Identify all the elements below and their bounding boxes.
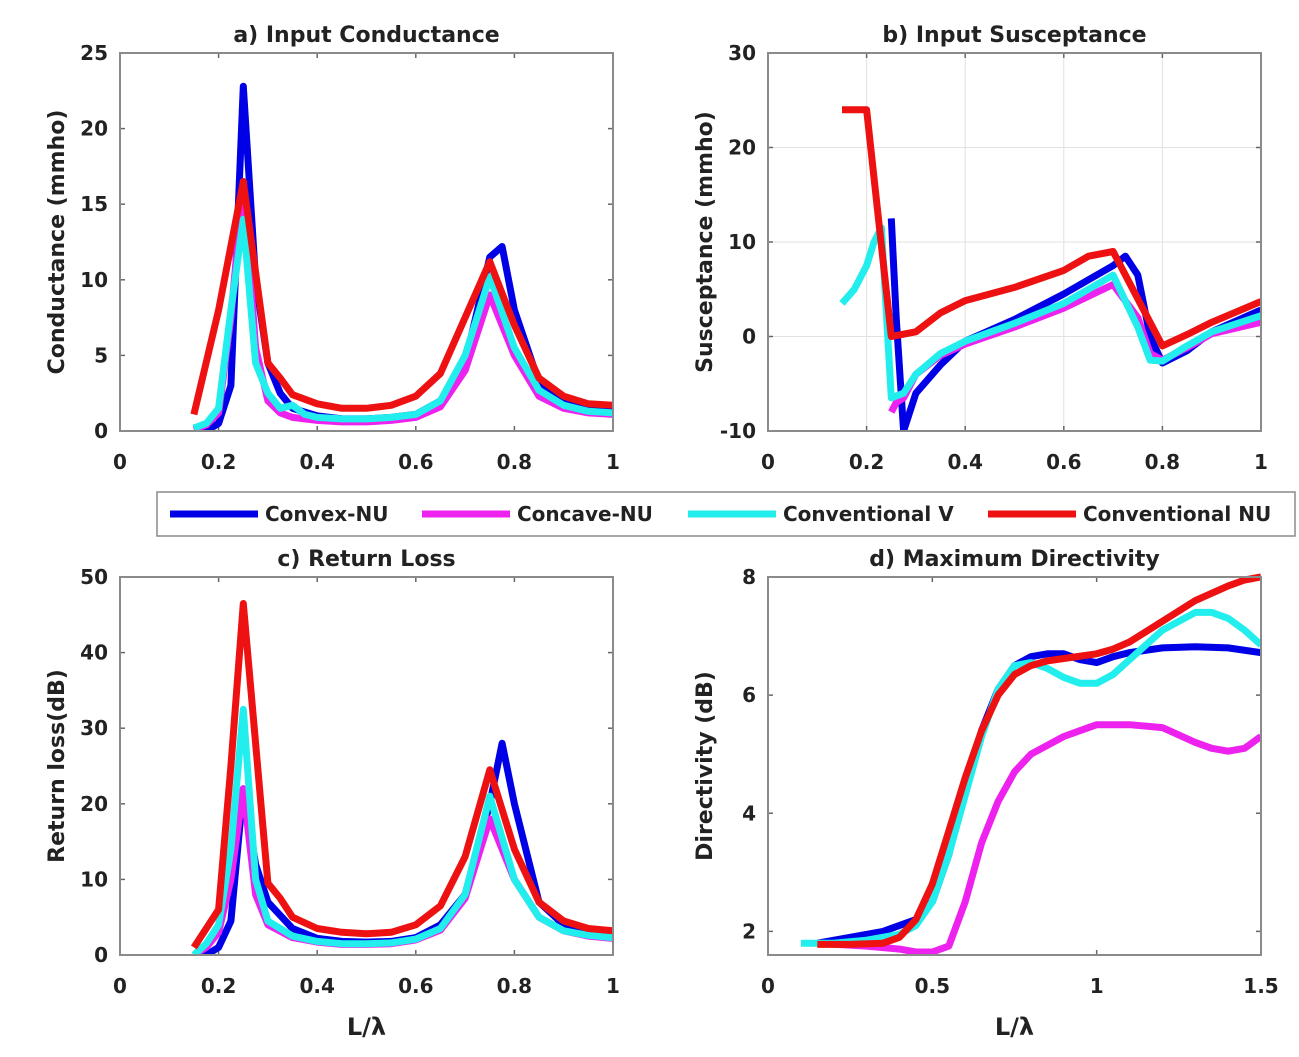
x-tick-label: 0.5 xyxy=(915,974,950,998)
chart-title: d) Maximum Directivity xyxy=(869,547,1160,572)
legend-item: Concave-NU xyxy=(422,502,653,526)
y-tick-label: 40 xyxy=(80,641,108,665)
series-line-conventional-nu xyxy=(190,178,613,416)
x-tick-label: 0.4 xyxy=(299,974,334,998)
chart-title: b) Input Susceptance xyxy=(882,23,1146,48)
series-line-conventional-nu xyxy=(190,600,613,950)
x-tick-label: 0 xyxy=(113,450,127,474)
x-tick-label: 1 xyxy=(1090,974,1104,998)
series-group xyxy=(190,82,613,431)
y-axis-label: Susceptance (mmho) xyxy=(693,111,718,373)
chart-title: a) Input Conductance xyxy=(233,23,499,48)
y-tick-label: 50 xyxy=(80,565,108,589)
plot-frame xyxy=(119,52,614,432)
x-tick-label: 0.2 xyxy=(201,974,236,998)
plot-frame xyxy=(119,576,614,956)
x-tick-label: 0.6 xyxy=(398,450,433,474)
y-tick-label: 6 xyxy=(742,683,756,707)
y-tick-label: 2 xyxy=(742,919,756,943)
x-tick-label: 0 xyxy=(113,974,127,998)
legend: Convex-NU Concave-NU Conventional V Conv… xyxy=(156,491,1296,537)
y-tick-label: 0 xyxy=(742,325,756,349)
panel-d: 0 0.5 1 1.5 2 4 6 8 d) Maximum Directivity Direct… xyxy=(693,547,1279,1041)
series-line-conventional-v xyxy=(839,224,1261,402)
x-axis-label: L/λ xyxy=(995,1013,1034,1041)
legend-item: Conventional NU xyxy=(988,502,1271,526)
chart-title: c) Return Loss xyxy=(277,547,455,572)
y-tick-label: 25 xyxy=(80,41,108,65)
legend-item: Conventional V xyxy=(688,502,954,526)
x-tick-label: 0.4 xyxy=(947,450,982,474)
y-tick-label: 4 xyxy=(742,801,756,825)
y-tick-label: 10 xyxy=(80,268,108,292)
x-tick-label: 0.4 xyxy=(299,450,334,474)
series-line-convex-nu xyxy=(816,643,1261,947)
y-tick-label: 20 xyxy=(728,136,756,160)
plot-frame xyxy=(767,576,1262,956)
y-axis-label: Return loss(dB) xyxy=(45,669,70,863)
series-group xyxy=(839,106,1261,431)
series-line-conventional-v xyxy=(191,705,613,955)
y-tick-label: -10 xyxy=(720,419,756,443)
x-tick-label: 0.8 xyxy=(497,450,532,474)
y-axis-label: Directivity (dB) xyxy=(693,671,718,861)
y-tick-label: 20 xyxy=(80,117,108,141)
x-tick-label: 1.5 xyxy=(1243,974,1278,998)
legend-label: Conventional NU xyxy=(1083,502,1271,526)
y-tick-label: 20 xyxy=(80,792,108,816)
series-group xyxy=(800,573,1261,955)
x-tick-label: 1 xyxy=(606,974,620,998)
x-tick-label: 0.6 xyxy=(1046,450,1081,474)
x-tick-label: 0.2 xyxy=(849,450,884,474)
legend-label: Conventional V xyxy=(783,502,954,526)
y-tick-label: 15 xyxy=(80,192,108,216)
x-tick-label: 0.6 xyxy=(398,974,433,998)
x-tick-label: 1 xyxy=(606,450,620,474)
y-tick-label: 0 xyxy=(94,419,108,443)
y-tick-label: 10 xyxy=(728,230,756,254)
x-tick-label: 0 xyxy=(761,450,775,474)
y-axis-label: Conductance (mmho) xyxy=(45,110,70,375)
x-tick-label: 0.8 xyxy=(1145,450,1180,474)
legend-item: Convex-NU xyxy=(170,502,388,526)
x-tick-label: 0.8 xyxy=(497,974,532,998)
series-group xyxy=(190,600,613,955)
x-tick-label: 1 xyxy=(1254,450,1268,474)
legend-label: Convex-NU xyxy=(265,502,388,526)
legend-label: Concave-NU xyxy=(517,502,653,526)
y-tick-label: 10 xyxy=(80,867,108,891)
series-line-concave-nu xyxy=(817,721,1261,955)
x-tick-label: 0.2 xyxy=(201,450,236,474)
series-line-conventional-v xyxy=(192,215,613,431)
series-line-conventional-nu xyxy=(842,106,1261,350)
y-tick-label: 5 xyxy=(94,343,108,367)
x-axis-label: L/λ xyxy=(347,1013,386,1041)
y-tick-label: 30 xyxy=(728,41,756,65)
y-tick-label: 8 xyxy=(742,565,756,589)
y-tick-label: 30 xyxy=(80,716,108,740)
x-tick-label: 0 xyxy=(761,974,775,998)
series-line-conventional-nu xyxy=(817,573,1261,948)
y-tick-label: 0 xyxy=(94,943,108,967)
plot-frame xyxy=(767,52,1262,432)
